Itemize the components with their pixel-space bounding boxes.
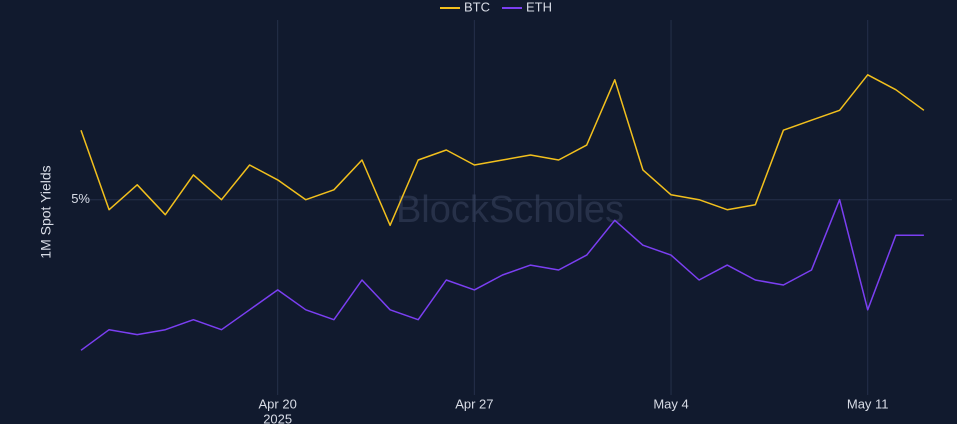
x-tick-label: May 11: [847, 396, 889, 411]
y-axis-label: 1M Spot Yields: [38, 165, 54, 258]
watermark: BlockScholes: [396, 189, 624, 231]
line-series: [80, 198, 924, 351]
x-tick-label: Apr 27: [455, 396, 493, 411]
x-tick-label: May 4: [653, 396, 688, 411]
x-tick-sublabel: 2025: [263, 411, 292, 424]
legend-label: BTC: [464, 0, 490, 14]
x-tick-label: Apr 20: [259, 396, 297, 411]
line-series: [80, 74, 925, 227]
y-tick-label: 5%: [71, 191, 90, 206]
legend-label: ETH: [526, 0, 552, 14]
